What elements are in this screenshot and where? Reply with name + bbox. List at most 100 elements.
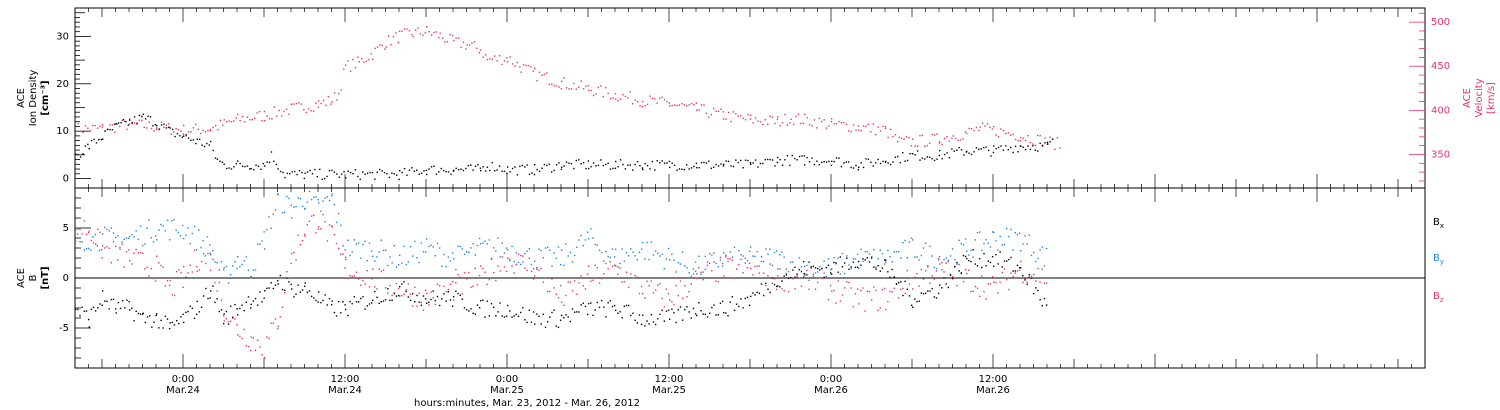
by-point (542, 256, 545, 259)
by-point (843, 272, 846, 275)
bx-point (330, 303, 333, 306)
by-point (524, 252, 526, 255)
bz-point (677, 294, 680, 297)
bottom-ylabel-line3: [nT] (40, 266, 51, 289)
bz-point (443, 285, 445, 288)
density-point (857, 169, 860, 171)
by-point (902, 241, 904, 244)
bz-point (671, 301, 673, 303)
by-point (160, 223, 162, 226)
by-point (586, 231, 589, 233)
bz-point (1001, 271, 1004, 274)
bz-point (482, 267, 484, 270)
density-point (926, 156, 928, 158)
bx-point (249, 307, 252, 309)
velocity-point (1005, 132, 1007, 135)
by-point (536, 268, 538, 270)
velocity-point (514, 65, 516, 67)
bx-point (868, 261, 871, 263)
bx-point (250, 303, 252, 306)
velocity-point (1059, 147, 1061, 149)
velocity-point (984, 125, 986, 127)
bz-point (1012, 275, 1014, 278)
density-point (700, 162, 703, 164)
bz-point (1008, 288, 1010, 291)
bz-point (318, 226, 320, 228)
bz-point (573, 280, 576, 282)
bx-point (266, 287, 268, 290)
bz-point (999, 281, 1001, 283)
bz-point (411, 305, 414, 307)
bz-point (636, 276, 638, 278)
velocity-point (654, 98, 656, 100)
velocity-point (175, 128, 177, 130)
density-point (293, 170, 296, 173)
density-point (781, 164, 784, 166)
density-point (79, 156, 82, 158)
bz-point (634, 274, 636, 277)
bz-point (792, 278, 794, 280)
velocity-point (926, 145, 928, 147)
density-point (168, 126, 170, 128)
bz-point (715, 280, 717, 282)
bz-point (97, 228, 99, 231)
by-point (962, 244, 965, 246)
by-point (947, 259, 950, 261)
density-point (1017, 151, 1019, 153)
velocity-point (597, 86, 600, 89)
bx-point (362, 296, 364, 298)
by-point (131, 233, 133, 236)
bx-point (422, 295, 425, 297)
by-point (297, 197, 299, 199)
bz-point (322, 213, 324, 216)
density-point (897, 155, 899, 158)
bz-point (207, 252, 209, 255)
bx-point (414, 301, 416, 303)
velocity-point (349, 70, 352, 72)
velocity-point (830, 120, 833, 123)
density-point (808, 161, 811, 163)
by-point (555, 257, 557, 260)
by-point (929, 245, 931, 248)
density-point (666, 162, 668, 164)
bx-point (989, 261, 992, 264)
bx-point (191, 307, 194, 310)
velocity-point (649, 95, 651, 97)
by-point (1005, 227, 1008, 230)
velocity-point (195, 123, 197, 126)
density-point (713, 166, 715, 169)
by-point (1014, 232, 1016, 234)
bx-point (264, 290, 266, 292)
velocity-point (981, 122, 984, 124)
density-point (455, 167, 457, 170)
by-point (702, 271, 704, 273)
velocity-point (212, 126, 214, 129)
by-point (769, 248, 771, 250)
bz-point (110, 262, 113, 264)
bx-point (155, 314, 157, 317)
bz-point (833, 289, 835, 292)
velocity-point (433, 31, 435, 34)
bz-point (424, 289, 427, 291)
bx-point (92, 306, 95, 309)
bx-point (115, 312, 117, 314)
bx-point (542, 313, 545, 316)
density-point (582, 162, 585, 164)
by-point (546, 246, 549, 248)
bx-point (299, 291, 302, 293)
bz-point (765, 284, 767, 287)
density-point (524, 166, 526, 168)
bx-point (142, 312, 144, 314)
bz-point (108, 247, 110, 250)
velocity-point (595, 93, 597, 95)
bz-point (344, 267, 346, 269)
velocity-point (730, 120, 732, 123)
density-point (816, 160, 818, 162)
density-point (843, 162, 845, 164)
bz-point (978, 295, 981, 298)
by-point (873, 248, 875, 251)
bx-point (418, 301, 420, 303)
velocity-point (848, 130, 850, 132)
bx-point (958, 270, 960, 272)
bz-point (702, 278, 704, 281)
